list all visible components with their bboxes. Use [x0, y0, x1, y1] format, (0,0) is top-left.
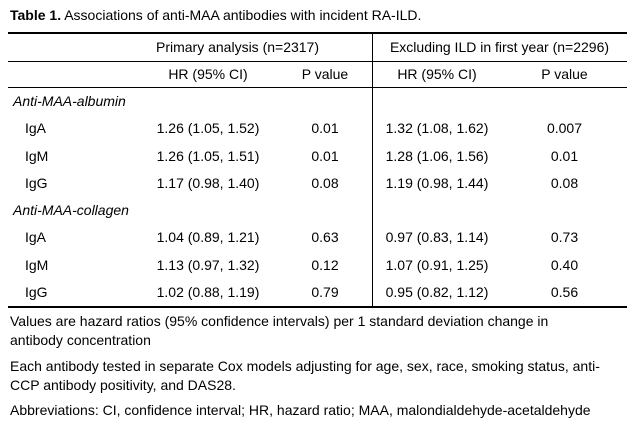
column-header-hr-excluding: HR (95% CI) — [397, 66, 477, 82]
table-caption-text: Associations of anti-MAA antibodies with… — [61, 7, 422, 23]
table-caption: Table 1. Associations of anti-MAA antibo… — [10, 5, 625, 25]
p-excluding-value: 0.08 — [550, 174, 579, 191]
footnote-values: Values are hazard ratios (95% confidence… — [10, 313, 549, 348]
p-primary-value: 0.08 — [311, 174, 339, 191]
column-header-p-primary: P value — [301, 66, 349, 82]
group-header-excluding: Excluding ILD in first year (n=2296) — [389, 39, 610, 56]
table-row: IgA 1.26 (1.05, 1.52) 0.01 1.32 (1.08, 1… — [8, 115, 627, 142]
table-row: IgM 1.26 (1.05, 1.51) 0.01 1.28 (1.06, 1… — [8, 142, 627, 169]
p-primary-value: 0.01 — [311, 120, 339, 137]
hr-primary-value: 1.26 (1.05, 1.51) — [156, 147, 260, 164]
hr-excluding-value: 1.32 (1.08, 1.62) — [385, 120, 489, 137]
row-label: IgM — [25, 256, 49, 273]
row-label: IgA — [25, 229, 47, 246]
hr-primary-value: 1.13 (0.97, 1.32) — [156, 256, 260, 273]
row-label: IgG — [25, 174, 48, 191]
row-label: IgG — [25, 283, 48, 300]
data-table: Primary analysis (n=2317) Excluding ILD … — [8, 32, 627, 308]
hr-excluding-value: 1.07 (0.91, 1.25) — [385, 256, 489, 273]
p-primary-value: 0.79 — [311, 283, 339, 300]
column-header-p-excluding: P value — [541, 66, 588, 82]
section-label: Anti-MAA-albumin — [13, 93, 126, 110]
p-excluding-value: 0.73 — [550, 229, 579, 246]
group-header-row: Primary analysis (n=2317) Excluding ILD … — [8, 34, 627, 62]
column-header-hr-primary: HR (95% CI) — [168, 66, 248, 82]
hr-excluding-value: 1.19 (0.98, 1.44) — [385, 174, 489, 191]
section-label: Anti-MAA-collagen — [13, 202, 129, 219]
p-excluding-value: 0.40 — [550, 256, 579, 273]
hr-excluding-value: 0.95 (0.82, 1.12) — [385, 283, 489, 300]
hr-primary-value: 1.02 (0.88, 1.19) — [156, 283, 260, 300]
footnote-abbreviations: Abbreviations: CI, confidence interval; … — [10, 402, 591, 418]
section-row-albumin: Anti-MAA-albumin — [8, 88, 627, 115]
row-label: IgM — [25, 147, 49, 164]
p-primary-value: 0.01 — [311, 147, 339, 164]
section-row-collagen: Anti-MAA-collagen — [8, 197, 627, 224]
column-header-row: HR (95% CI) P value HR (95% CI) P value — [8, 62, 627, 88]
footnote-models: Each antibody tested in separate Cox mod… — [10, 357, 600, 393]
table-row: IgG 1.17 (0.98, 1.40) 0.08 1.19 (0.98, 1… — [8, 169, 627, 196]
table-footnotes: Values are hazard ratios (95% confidence… — [10, 312, 602, 427]
p-primary-value: 0.63 — [311, 229, 339, 246]
hr-primary-value: 1.17 (0.98, 1.40) — [156, 174, 260, 191]
p-primary-value: 0.12 — [311, 256, 339, 273]
hr-excluding-value: 0.97 (0.83, 1.14) — [385, 229, 489, 246]
hr-primary-value: 1.04 (0.89, 1.21) — [156, 229, 260, 246]
table-number-label: Table 1. — [10, 7, 62, 23]
p-excluding-value: 0.01 — [550, 147, 579, 164]
column-group-divider — [371, 32, 373, 308]
p-excluding-value: 0.007 — [546, 120, 583, 137]
row-label: IgA — [25, 120, 47, 137]
hr-primary-value: 1.26 (1.05, 1.52) — [156, 120, 260, 137]
hr-excluding-value: 1.28 (1.06, 1.56) — [385, 147, 489, 164]
table-row: IgM 1.13 (0.97, 1.32) 0.12 1.07 (0.91, 1… — [8, 251, 627, 278]
p-excluding-value: 0.56 — [550, 283, 579, 300]
table-row: IgG 1.02 (0.88, 1.19) 0.79 0.95 (0.82, 1… — [8, 278, 627, 305]
group-header-primary: Primary analysis (n=2317) — [155, 39, 319, 56]
table-row: IgA 1.04 (0.89, 1.21) 0.63 0.97 (0.83, 1… — [8, 224, 627, 251]
